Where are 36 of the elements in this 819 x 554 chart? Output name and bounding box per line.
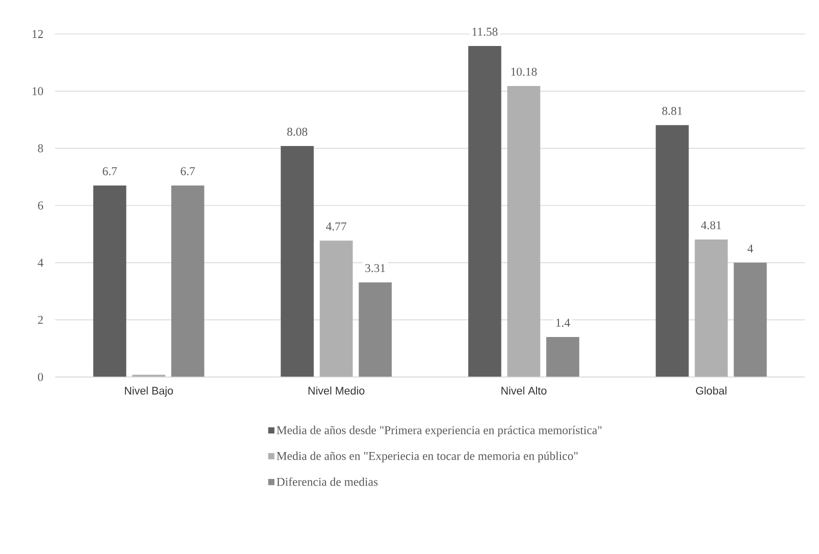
x-tick-label: Global	[696, 386, 726, 395]
x-tick-label: Nivel Bajo	[124, 386, 173, 397]
data-label: 4.77	[326, 222, 346, 230]
bar	[694, 240, 728, 377]
bar	[320, 240, 353, 377]
x-tick-label: Nivel Medio	[308, 386, 364, 395]
x-tick-label: Nivel Alto	[502, 386, 546, 395]
y-tick-label: 2	[38, 316, 43, 324]
bar	[171, 185, 204, 377]
data-label: 10.18	[511, 68, 537, 76]
legend-label: Diferencia de medias	[276, 477, 378, 486]
bar	[468, 46, 502, 377]
bar	[656, 125, 689, 377]
data-label: 6.7	[102, 167, 117, 176]
data-label: 8.81	[662, 106, 682, 115]
data-label: 4	[748, 244, 754, 252]
data-label: 3.31	[365, 264, 385, 272]
bar	[507, 86, 540, 377]
y-tick-label: 4	[38, 258, 44, 267]
data-label: 11.58	[472, 28, 498, 36]
bar	[546, 336, 580, 377]
y-tick-label: 10	[32, 87, 44, 96]
bar	[280, 146, 314, 377]
data-label: 4.81	[701, 221, 722, 230]
legend-label: Media de años en "Experiecia en tocar de memoria en público"	[276, 452, 578, 462]
data-label: 6.7	[180, 167, 195, 176]
bar	[734, 262, 767, 377]
bar	[93, 185, 126, 377]
y-tick-label: 12	[32, 30, 43, 38]
legend-label: Media de años desde "Primera experiencia en práctica memorística"	[276, 426, 602, 437]
y-tick-label: 8	[38, 144, 44, 152]
y-tick-label: 6	[38, 201, 44, 210]
data-label: 1.4	[556, 318, 570, 327]
data-label: 8.08	[287, 128, 308, 136]
bar	[358, 282, 392, 377]
y-tick-label: 0	[38, 372, 44, 382]
